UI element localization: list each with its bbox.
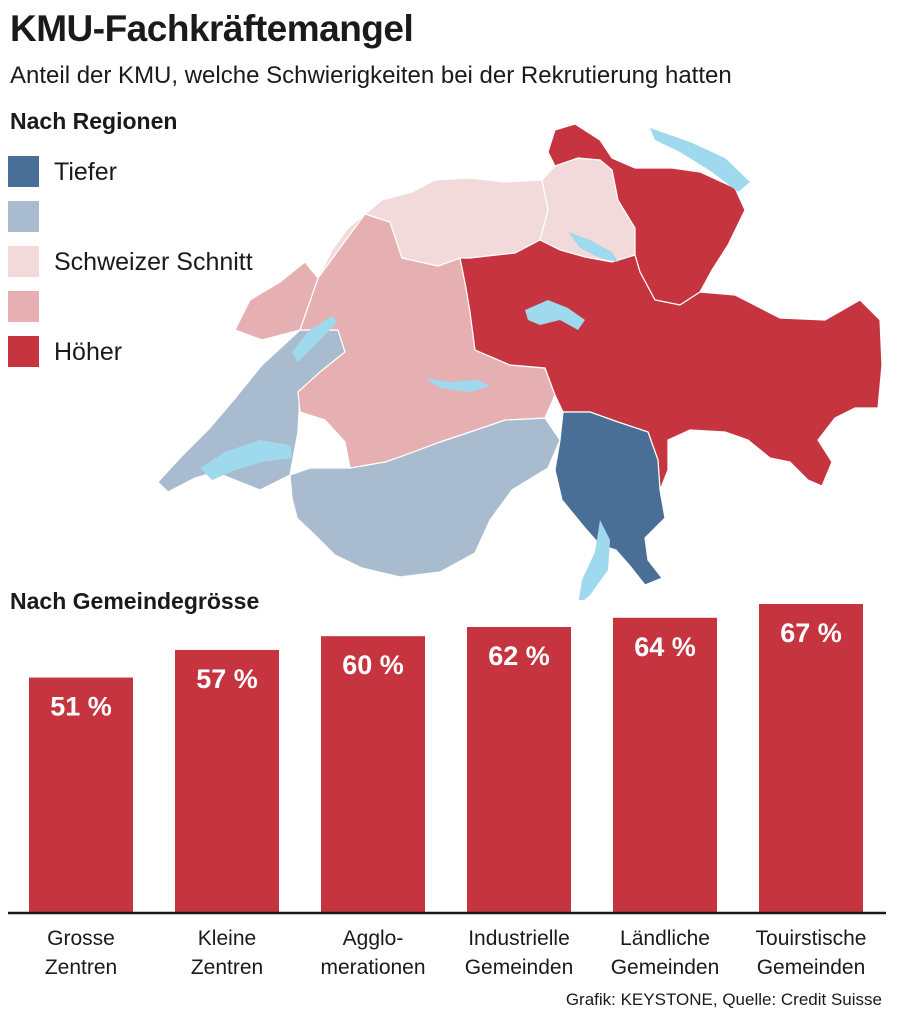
legend-label: Tiefer: [54, 158, 117, 186]
chart-section-title: Nach Gemeindegrösse: [10, 588, 260, 614]
legend-item-level-2: [8, 201, 308, 235]
region-ostschweiz: [547, 123, 746, 306]
switzerland-map: [157, 123, 883, 600]
legend-item-schnitt: Schweizer Schnitt: [8, 246, 308, 280]
category-label: Zentren: [191, 956, 263, 979]
lake-maggiore: [578, 520, 610, 600]
data-label: 62 %: [488, 641, 550, 671]
category-label: Gemeinden: [465, 956, 574, 979]
legend-swatch: [8, 291, 39, 322]
data-label: 51 %: [50, 692, 112, 722]
bar: [613, 617, 717, 912]
category-label: Grosse: [47, 927, 115, 950]
legend-item-hoeher: Höher: [8, 336, 308, 370]
lake-thun: [425, 378, 490, 392]
legend-label: Höher: [54, 338, 123, 366]
category-label: merationen: [320, 956, 425, 979]
region-tessin: [554, 411, 666, 586]
data-label: 64 %: [634, 632, 696, 662]
legend-swatch: [8, 201, 39, 232]
chart-subtitle: Anteil der KMU, welche Schwierigkeiten b…: [10, 62, 732, 89]
lake-geneva: [200, 440, 292, 480]
data-label: 67 %: [780, 618, 842, 648]
legend-swatch: [8, 156, 39, 187]
category-label: Zentren: [45, 956, 117, 979]
map-section-title: Nach Regionen: [10, 108, 178, 134]
category-label: Touirstische: [756, 927, 867, 950]
bar: [175, 649, 279, 912]
lake-neuchatel: [292, 316, 337, 362]
data-label: 60 %: [342, 650, 404, 680]
lake-lucerne: [525, 300, 585, 330]
category-label: Kleine: [198, 927, 256, 950]
bar: [321, 636, 425, 912]
bar: [759, 604, 863, 912]
legend-item-level-4: [8, 291, 308, 325]
lake-zurich: [568, 232, 618, 262]
category-label: Industrielle: [468, 927, 570, 950]
legend-label: Schweizer Schnitt: [54, 248, 253, 276]
bar: [467, 626, 571, 912]
category-label: Ländliche: [620, 927, 710, 950]
lake-constance: [650, 128, 750, 192]
legend-item-tiefer: Tiefer: [8, 156, 308, 190]
chart-title: KMU-Fachkräftemangel: [10, 8, 414, 49]
category-label: Gemeinden: [757, 956, 866, 979]
source-note: Grafik: KEYSTONE, Quelle: Credit Suisse: [565, 990, 882, 1009]
category-label: Gemeinden: [611, 956, 720, 979]
legend-swatch: [8, 246, 39, 277]
region-jura: [234, 261, 319, 341]
legend-swatch: [8, 336, 39, 367]
category-label: Agglo-: [343, 927, 404, 950]
bar: [29, 677, 133, 912]
lakes: [200, 128, 750, 600]
data-label: 57 %: [196, 664, 258, 694]
